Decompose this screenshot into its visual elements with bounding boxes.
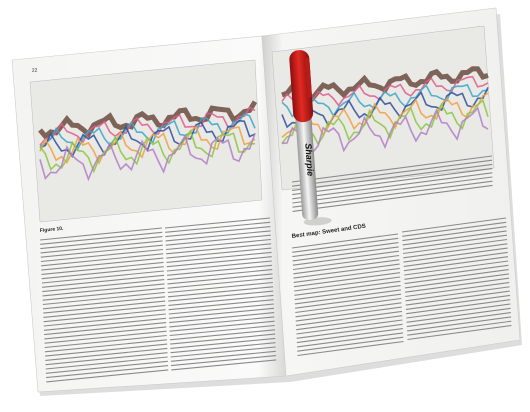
page: {"left_page": {"page_number": "22", "fig… <box>0 0 530 412</box>
page-number: 22 <box>32 68 38 74</box>
photo: 22 23 Figure 10. Best map: Sweet and CDS… <box>0 0 530 412</box>
